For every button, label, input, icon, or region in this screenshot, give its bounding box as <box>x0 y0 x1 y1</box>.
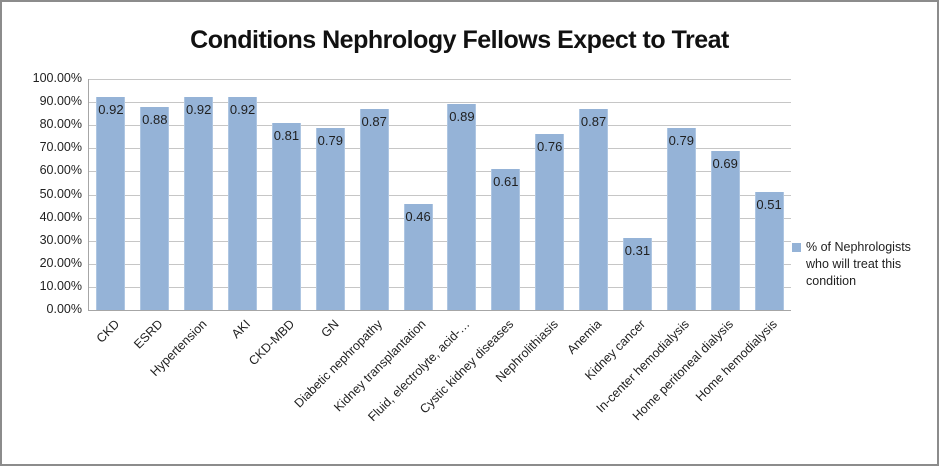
bar-home-hemodialysis <box>754 192 784 310</box>
legend-label: % of Nephrologists who will treat this c… <box>806 240 911 288</box>
bar-value-label: 0.92 <box>186 102 212 117</box>
bar-ckd-mbd <box>271 123 301 310</box>
bar-value-label: 0.87 <box>580 114 607 129</box>
bar-home-peritoneal-dialysis <box>710 151 740 310</box>
bar-hypertension <box>184 97 214 310</box>
y-axis-tick-label: 40.00% <box>39 209 82 224</box>
gridline <box>89 148 791 150</box>
gridline <box>89 79 791 80</box>
bar-esrd <box>140 107 170 310</box>
y-axis-tick-label: 70.00% <box>39 140 82 155</box>
x-axis-label-esrd: ESRD <box>131 317 166 352</box>
x-axis-label-home-hemodialysis: Home hemodialysis <box>692 317 780 405</box>
bar-value-label: 0.81 <box>273 128 300 143</box>
bar-value-label: 0.79 <box>317 133 343 148</box>
x-axis-label-aki: AKI <box>229 317 254 342</box>
y-axis-tick-label: 0.00% <box>46 302 82 316</box>
chart-title: Conditions Nephrology Fellows Expect to … <box>190 26 729 54</box>
bar-kidney-transplantation <box>403 204 433 310</box>
gridline <box>89 125 791 127</box>
bar-value-label: 0.61 <box>493 174 519 189</box>
y-axis-tick-label: 80.00% <box>39 117 82 132</box>
bar-ckd <box>96 97 126 310</box>
bar-gn <box>315 128 345 310</box>
x-axis-label-ckd-mbd: CKD-MBD <box>246 317 298 369</box>
gridline <box>89 102 791 104</box>
legend: % of Nephrologists who will treat this c… <box>792 239 934 290</box>
x-axis-label-gn: GN <box>318 317 342 341</box>
gridline <box>89 171 791 173</box>
gridline <box>89 194 791 196</box>
legend-marker-icon <box>792 243 801 252</box>
bar-aki <box>228 97 258 310</box>
gridline <box>89 240 791 242</box>
bar-value-label: 0.69 <box>712 156 738 171</box>
y-axis-tick-label: 30.00% <box>39 232 82 247</box>
bar-value-label: 0.89 <box>449 109 475 124</box>
x-axis-label-ckd: CKD <box>93 317 122 346</box>
plot-area: 0.92 0.88 0.92 0.92 0.81 0.79 0.87 0.46 0.89 0.61… <box>88 79 791 311</box>
y-axis-tick-label: 10.00% <box>39 278 82 293</box>
bar-diabetic-nephropathy <box>359 109 389 310</box>
bar-cystic-kidney-diseases <box>491 169 521 310</box>
y-axis-tick-label: 60.00% <box>39 163 82 178</box>
gridline <box>89 286 791 288</box>
bar-nephrolithiasis <box>535 134 565 310</box>
bar-in-center-hemodialysis <box>666 128 696 310</box>
bar-anemia <box>579 109 609 310</box>
y-axis-tick-label: 100.00% <box>32 71 82 85</box>
y-axis-tick-label: 50.00% <box>39 186 82 201</box>
bar-fluid-electrolyte-acid <box>447 104 477 310</box>
bar-kidney-cancer <box>622 238 652 310</box>
bar-value-label: 0.31 <box>624 243 651 258</box>
bar-value-label: 0.51 <box>756 197 782 212</box>
bar-value-label: 0.79 <box>668 133 694 148</box>
gridline <box>89 217 791 219</box>
bar-value-label: 0.92 <box>229 102 256 117</box>
bar-value-label: 0.46 <box>405 209 431 224</box>
x-axis-label-anemia: Anemia <box>564 317 605 357</box>
bar-value-label: 0.88 <box>142 112 168 127</box>
gridline <box>89 263 791 265</box>
bar-value-label: 0.92 <box>98 102 124 117</box>
y-axis-tick-label: 20.00% <box>39 255 82 270</box>
bar-value-label: 0.87 <box>361 114 387 129</box>
y-axis-tick-label: 90.00% <box>39 94 82 109</box>
bar-value-label: 0.76 <box>537 139 563 154</box>
